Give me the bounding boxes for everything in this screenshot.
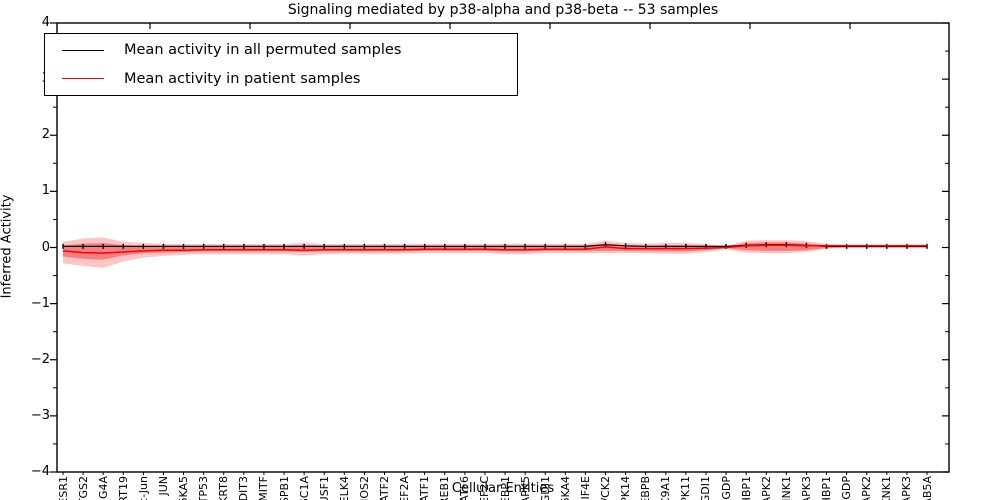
x-tick-label: CEBPB (639, 476, 653, 500)
x-tick-label: p38alpha-beta/CK2 (599, 476, 612, 500)
y-tick-label: 1 (41, 183, 50, 199)
y-tick-label: 0 (41, 239, 50, 255)
x-tick-label: EIF4E (578, 476, 592, 500)
y-tick-label: −4 (30, 464, 50, 479)
x-tick-label: MKNK1 (880, 476, 894, 500)
x-tick-label: p38alpha-beta/MNK1 (780, 476, 793, 500)
x-tick-label: ELK4 (337, 476, 351, 500)
x-tick-label: mol:GDP (719, 476, 733, 500)
y-axis-label: Inferred Activity (0, 194, 15, 299)
x-tick-label: JUN (156, 476, 170, 496)
x-tick-label: p38alpha-beta/MAPKAPK3 (800, 476, 813, 500)
permuted-line-swatch (62, 49, 104, 51)
x-tick-label: RAB5/GDP/GDI1 (699, 476, 712, 500)
x-tick-label: ATF6 (458, 476, 472, 500)
x-tick-label: MAPKAPK5 (519, 476, 532, 500)
legend: Mean activity in all permuted samples Me… (44, 33, 518, 96)
x-tick-label: p38alpha-beta/MAPKAPK2 (760, 476, 773, 500)
x-tick-label: HBP1 (820, 476, 834, 500)
x-tick-label: GDI1 (538, 476, 552, 500)
y-tick-label: −2 (30, 351, 50, 367)
x-tick-label: DDIT3 (237, 476, 251, 500)
x-tick-label: RAB5/GDP (840, 476, 853, 500)
patient-outer-band (63, 237, 927, 268)
x-tick-label: PLA2G4A (97, 476, 110, 500)
x-tick-label: RPS6KA5 (177, 476, 190, 500)
legend-item-permuted: Mean activity in all permuted samples (45, 38, 517, 63)
y-tick-label: 2 (41, 127, 50, 143)
x-tick-label: KRT19 (116, 476, 130, 500)
x-tick-label: MAPK14 (619, 476, 633, 500)
x-tick-label: MITF (257, 476, 271, 500)
y-tick-label: 4 (41, 15, 50, 30)
x-tick-label: MAPKAPK2 (860, 476, 873, 500)
x-tick-label: ATF2/c-Jun (137, 476, 150, 500)
patient-mean-line (62, 244, 927, 254)
x-tick-label: MEF2C (478, 476, 492, 500)
chart-title: Signaling mediated by p38-alpha and p38-… (287, 2, 719, 18)
x-axis-label: Cellular Entities (451, 481, 555, 496)
x-tick-label: ATF1 (418, 476, 432, 500)
x-tick-label: TP53 (197, 476, 211, 500)
legend-label: Mean activity in patient samples (124, 70, 361, 87)
x-tick-label: MAPKAPK3 (900, 476, 913, 500)
patient-line-swatch (62, 78, 104, 80)
x-tick-label: MEF2A (398, 476, 412, 500)
x-tick-label: RPS6KA4 (559, 476, 572, 500)
x-tick-label: ATF2 (377, 476, 391, 500)
x-tick-label: EIF4EBP1 (499, 476, 512, 500)
x-tick-label: CREB1 (438, 476, 452, 500)
y-tick-label: −1 (30, 295, 50, 311)
x-tick-label: SLC9A1 (659, 476, 673, 500)
legend-item-patient: Mean activity in patient samples (45, 67, 517, 92)
x-tick-label: PTGS2 (76, 476, 90, 500)
x-tick-label: MAPK11 (679, 476, 693, 500)
x-tick-label: NOS2 (357, 476, 371, 500)
x-tick-label: RAB5A (920, 476, 934, 500)
x-tick-label: USF1 (317, 476, 331, 500)
x-tick-label: KRT8 (217, 476, 231, 500)
x-tick-label: HSPB1 (277, 476, 291, 500)
x-tick-label: ESR1 (56, 476, 70, 500)
x-tick-label: PPARGC1A (298, 476, 311, 500)
y-tick-label: −3 (30, 407, 50, 423)
x-tick-label: p38alpha-beta/HBP1 (740, 476, 753, 500)
legend-label: Mean activity in all permuted samples (124, 42, 402, 59)
